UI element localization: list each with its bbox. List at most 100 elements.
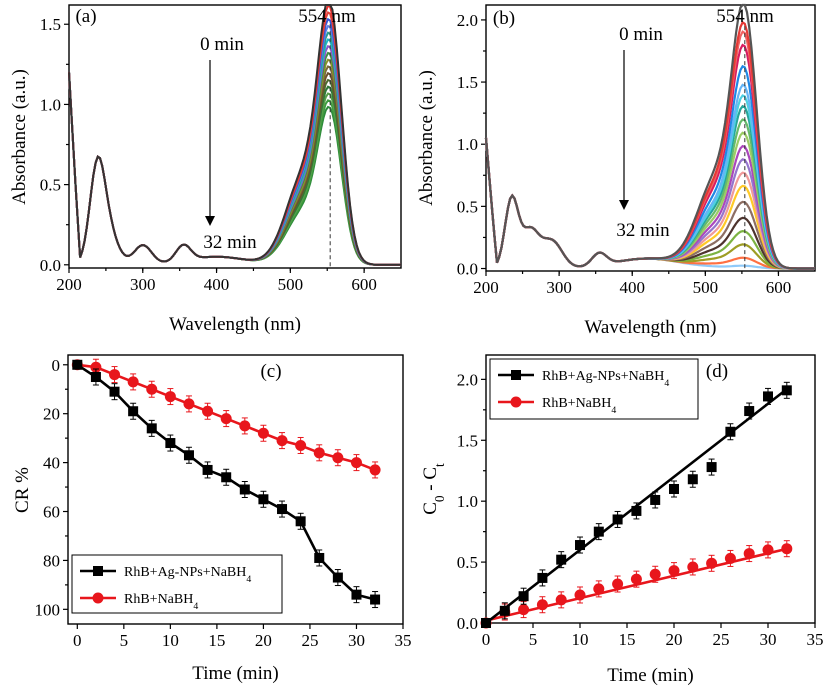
data-point [127, 376, 139, 388]
data-point [369, 464, 381, 476]
x-tick-label: 0 [482, 630, 491, 649]
x-tick-label: 300 [546, 278, 572, 297]
x-tick-label: 5 [120, 631, 129, 650]
absorbance-spectrum-line [484, 3, 815, 270]
data-point [277, 504, 288, 515]
data-point [146, 383, 158, 395]
panel-c-conversion-rate-chart: 0 5 10 15 20 25 30 35 0 20 40 60 80 100 Time (min) CR %… [12, 354, 412, 684]
legend-label: RhB+NaBH4 [124, 592, 198, 612]
x-axis-label: Time (min) [192, 663, 278, 684]
x-tick-label: 35 [807, 630, 824, 649]
x-tick-label: 15 [208, 631, 225, 650]
time-arrow-head [619, 200, 629, 210]
legend-marker [92, 592, 104, 604]
data-point [295, 439, 307, 451]
data-point [90, 361, 102, 373]
data-point [593, 583, 605, 595]
x-tick-label: 400 [619, 278, 645, 297]
panel-label: (c) [260, 361, 281, 382]
data-point [669, 484, 679, 494]
y-tick-label: 1.5 [457, 73, 478, 92]
data-point [481, 618, 491, 628]
data-point [575, 540, 585, 551]
data-point [743, 548, 755, 560]
data-point [202, 464, 213, 475]
y-tick-label: 1.0 [457, 135, 478, 154]
data-point [258, 494, 269, 505]
y-tick-label: 60 [43, 503, 60, 522]
data-point [202, 405, 214, 417]
y-tick-label: 1.5 [40, 15, 61, 34]
y-axis-label: Absorbance (a.u.) [416, 70, 437, 206]
data-point [109, 369, 121, 381]
end-time-label: 32 min [616, 220, 670, 241]
x-tick-label: 25 [301, 631, 318, 650]
data-point [593, 526, 604, 537]
data-point [781, 385, 792, 396]
x-tick-label: 30 [760, 630, 777, 649]
data-point [72, 359, 83, 370]
x-tick-label: 15 [619, 630, 636, 649]
start-time-label: 0 min [619, 24, 663, 45]
data-point [687, 474, 698, 485]
data-point [631, 505, 642, 516]
data-point [668, 565, 680, 577]
data-point [90, 372, 101, 383]
y-axis-label: C0 - Ct [420, 463, 447, 515]
data-point [183, 398, 195, 410]
data-point [612, 578, 624, 590]
y-tick-label: 80 [43, 551, 60, 570]
data-point [763, 391, 773, 402]
x-axis-label: Wavelength (nm) [169, 314, 301, 335]
data-point [257, 427, 269, 439]
data-point [276, 435, 288, 447]
start-time-label: 0 min [200, 34, 244, 55]
data-point [370, 594, 381, 605]
data-point [555, 594, 567, 606]
x-axis-label: Time (min) [607, 665, 693, 686]
data-point [762, 544, 774, 556]
legend-marker [511, 370, 521, 380]
data-point [706, 462, 717, 473]
x-tick-label: 400 [204, 275, 230, 294]
data-point [724, 552, 736, 564]
y-tick-label: 20 [43, 405, 60, 424]
data-point [574, 589, 586, 601]
data-point [612, 514, 623, 525]
data-point [518, 591, 529, 602]
y-tick-label: 1.0 [40, 95, 61, 114]
x-tick-label: 600 [351, 275, 377, 294]
y-tick-label: 0.5 [457, 553, 478, 572]
data-point [220, 413, 232, 425]
x-tick-label: 600 [766, 278, 792, 297]
data-point [351, 589, 362, 600]
legend-marker [510, 396, 522, 408]
end-time-label: 32 min [203, 232, 257, 253]
data-point [221, 472, 232, 483]
data-point [781, 543, 793, 555]
data-point [313, 447, 325, 459]
x-axis-label: Wavelength (nm) [585, 317, 717, 338]
y-tick-label: 0.0 [40, 256, 61, 275]
legend-label: RhB+Ag-NPs+NaBH4 [124, 565, 251, 585]
x-tick-label: 20 [666, 630, 683, 649]
y-axis-label: Absorbance (a.u.) [9, 69, 30, 205]
y-tick-label: 0.0 [457, 614, 478, 633]
data-point [183, 450, 194, 461]
plot-frame [68, 4, 402, 269]
data-point [165, 438, 176, 449]
data-point [239, 484, 250, 495]
panel-b-absorbance-chart: 200 300 400 500 600 0.0 0.5 1.0 1.5 2.0 Wavelength… [416, 3, 816, 338]
data-point [164, 391, 176, 403]
data-point [109, 386, 120, 397]
legend-marker [93, 566, 103, 576]
x-tick-label: 200 [473, 278, 499, 297]
data-point [239, 420, 251, 432]
y-tick-label: 2.0 [457, 11, 478, 30]
data-point [725, 426, 736, 437]
data-point [332, 452, 344, 464]
x-tick-label: 500 [278, 275, 304, 294]
data-point [295, 516, 306, 527]
y-tick-label: 0 [52, 356, 61, 375]
